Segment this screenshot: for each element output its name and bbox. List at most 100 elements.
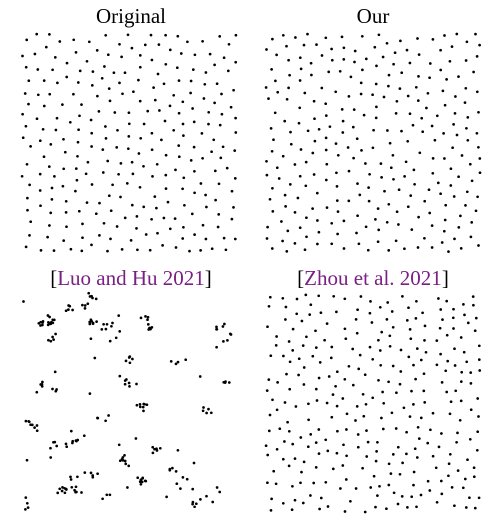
point-zhou (342, 443, 345, 447)
point-ours (304, 184, 308, 188)
point-ours (310, 73, 313, 77)
point-zhou (306, 445, 310, 449)
point-zhou (439, 308, 443, 311)
point-ours (431, 38, 435, 41)
point-original (65, 75, 69, 79)
point-luo-hu (39, 324, 42, 327)
point-original (131, 172, 135, 176)
point-ours (351, 125, 355, 129)
point-luo-hu (142, 409, 145, 413)
point-luo-hu (223, 322, 226, 326)
point-zhou (272, 469, 276, 473)
point-ours (478, 157, 482, 160)
point-ours (418, 151, 422, 155)
point-ours (306, 32, 309, 36)
point-original (216, 225, 220, 229)
point-luo-hu (35, 390, 39, 394)
point-luo-hu (222, 340, 225, 343)
point-ours (352, 108, 356, 111)
point-ours (266, 225, 269, 229)
point-zhou (452, 327, 455, 330)
point-zhou (301, 344, 305, 347)
point-ours (347, 95, 351, 98)
point-zhou (426, 441, 430, 445)
point-original (210, 247, 214, 251)
point-ours (311, 151, 315, 155)
point-zhou (447, 474, 450, 478)
point-luo-hu (205, 494, 208, 498)
point-zhou (459, 380, 463, 383)
point-zhou (336, 429, 339, 433)
point-luo-hu (51, 387, 54, 391)
point-luo-hu (127, 381, 131, 385)
point-zhou (458, 418, 462, 422)
point-zhou (400, 495, 404, 498)
point-zhou (325, 322, 329, 325)
point-original (201, 223, 205, 227)
point-original (143, 43, 147, 47)
point-ours (356, 182, 359, 185)
point-original (153, 98, 157, 102)
point-zhou (405, 430, 408, 434)
point-ours (336, 153, 340, 157)
point-zhou (369, 486, 373, 489)
point-luo-hu (90, 320, 94, 323)
citation-link-luo-hu[interactable]: Luo and Hu 2021 (57, 266, 205, 290)
point-zhou (387, 462, 391, 466)
point-zhou (423, 401, 427, 404)
point-original (117, 172, 120, 176)
point-zhou (445, 390, 449, 394)
point-ours (428, 62, 432, 65)
point-ours (436, 181, 440, 185)
point-luo-hu (100, 328, 104, 331)
point-original (116, 128, 119, 132)
point-zhou (325, 401, 329, 405)
point-original (76, 140, 80, 144)
point-zhou (380, 330, 384, 334)
citation-link-zhou[interactable]: Zhou et al. 2021 (304, 266, 442, 290)
point-ours (355, 231, 358, 235)
point-ours (367, 199, 371, 203)
point-original (193, 53, 197, 57)
point-zhou (405, 452, 408, 456)
point-ours (346, 146, 350, 149)
point-luo-hu (105, 322, 109, 326)
point-ours (271, 210, 275, 213)
point-zhou (428, 489, 432, 492)
point-luo-hu (145, 403, 149, 407)
point-zhou (417, 437, 421, 440)
point-ours (298, 56, 302, 60)
point-original (90, 145, 93, 148)
point-zhou (416, 425, 420, 429)
point-luo-hu (128, 361, 132, 365)
point-original (213, 101, 216, 105)
point-luo-hu (69, 429, 73, 433)
point-zhou (307, 418, 310, 422)
point-ours (275, 166, 279, 170)
point-luo-hu (24, 496, 28, 499)
point-ours (472, 70, 475, 74)
point-luo-hu (135, 403, 139, 407)
point-zhou (391, 325, 395, 329)
point-zhou (378, 349, 382, 352)
point-zhou (274, 482, 278, 486)
point-luo-hu (171, 466, 174, 470)
point-ours (470, 179, 474, 183)
point-original (108, 99, 112, 103)
point-ours (376, 207, 380, 210)
point-original (27, 79, 31, 83)
point-original (74, 51, 78, 54)
point-zhou (464, 506, 468, 509)
point-zhou (364, 402, 368, 406)
point-original (230, 217, 234, 221)
point-luo-hu (127, 464, 131, 468)
point-original (42, 79, 46, 82)
point-ours (403, 175, 406, 178)
point-original (158, 109, 161, 112)
point-original (62, 239, 66, 242)
point-original (153, 195, 157, 198)
point-luo-hu (215, 345, 218, 349)
point-ours (468, 162, 472, 166)
point-ours (287, 58, 290, 62)
point-original (232, 88, 235, 92)
